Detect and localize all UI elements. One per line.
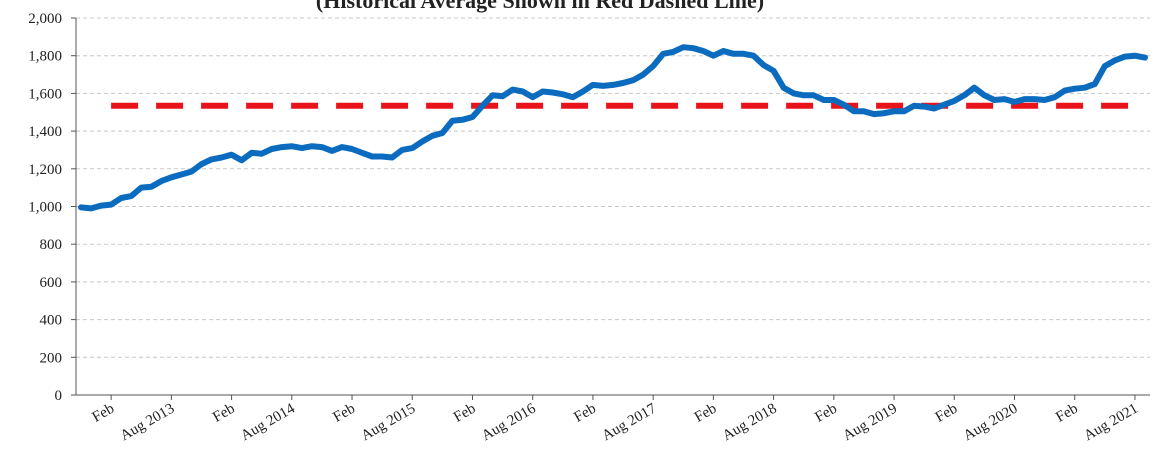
x-tick-label: Aug 2013 — [118, 401, 178, 445]
y-tick-label: 1,000 — [28, 200, 62, 216]
x-tick-label: Aug 2020 — [961, 401, 1021, 445]
x-tick-label: Feb — [1053, 401, 1080, 426]
x-tick-label: Feb — [210, 401, 237, 426]
x-tick-label: Feb — [571, 401, 598, 426]
x-tick-label: Feb — [331, 401, 358, 426]
x-tick-label: Aug 2015 — [359, 401, 419, 445]
x-tick-label: Aug 2018 — [720, 401, 780, 445]
series-line — [78, 44, 1148, 212]
y-tick-label: 200 — [40, 350, 63, 366]
x-tick-label: Feb — [90, 401, 117, 426]
chart-subtitle: (Historical Average Shown in Red Dashed … — [316, 0, 764, 13]
x-tick-label: Feb — [692, 401, 719, 426]
y-tick-label: 600 — [40, 275, 63, 291]
x-tick-label: Aug 2017 — [600, 400, 660, 444]
y-tick-label: 1,400 — [28, 124, 62, 140]
y-tick-label: 400 — [40, 313, 63, 329]
x-tick-label: Feb — [451, 401, 478, 426]
y-tick-label: 1,800 — [28, 49, 62, 65]
x-tick-label: Aug 2019 — [840, 401, 900, 445]
y-tick-label: 1,200 — [28, 162, 62, 178]
y-tick-label: 2,000 — [28, 11, 62, 27]
x-tick-label: Feb — [933, 401, 960, 426]
y-tick-label: 0 — [55, 388, 63, 404]
y-tick-label: 1,600 — [28, 86, 62, 102]
x-tick-label: Feb — [812, 401, 839, 426]
x-tick-label: Aug 2014 — [238, 400, 298, 444]
x-tick-label: Aug 2021 — [1081, 401, 1141, 445]
y-tick-label: 800 — [40, 237, 63, 253]
x-tick-label: Aug 2016 — [479, 400, 539, 444]
